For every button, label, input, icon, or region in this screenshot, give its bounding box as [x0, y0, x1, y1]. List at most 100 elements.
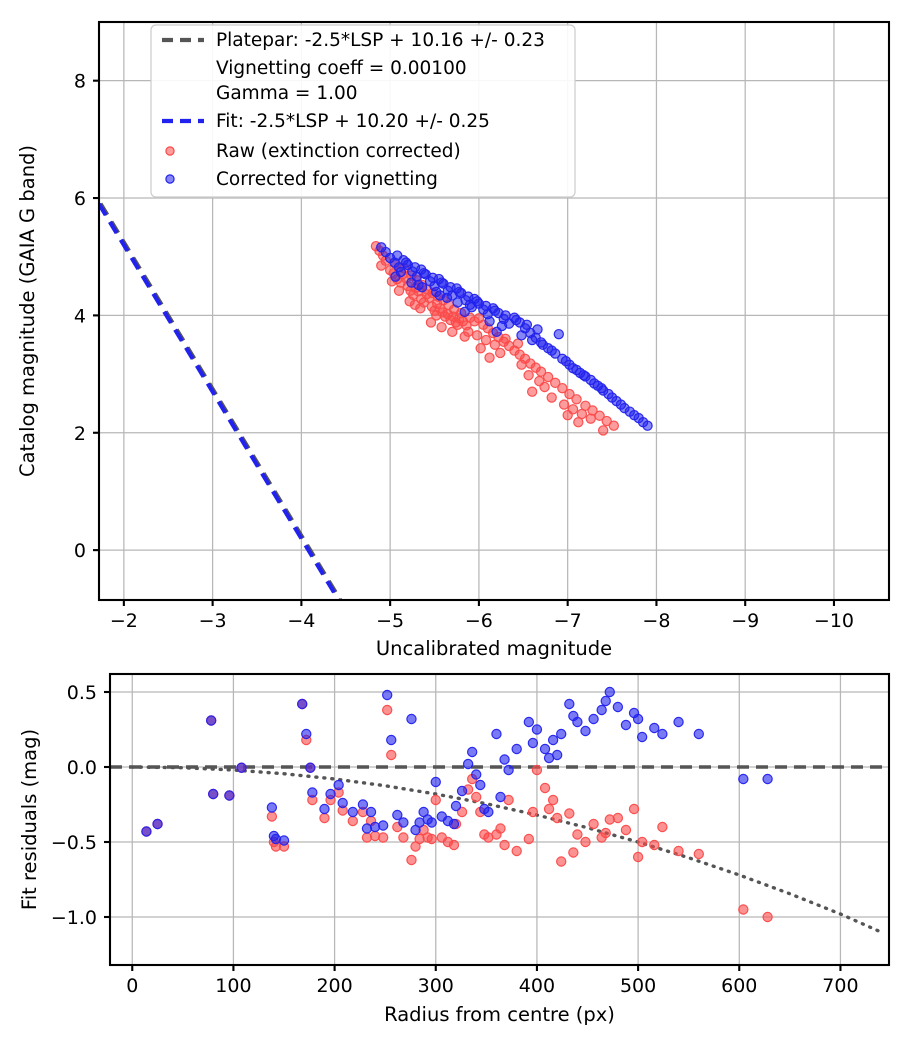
data-point	[588, 818, 599, 830]
legend-entry-label: Corrected for vignetting	[216, 169, 438, 190]
ytick-label-top: 4	[74, 305, 86, 327]
data-point	[556, 728, 567, 740]
data-point	[597, 425, 609, 436]
data-point	[526, 386, 538, 397]
data-point	[636, 731, 648, 743]
axis-ticks-top: −2 −3 −4 −5 −6 −7 −8 −9 −10 0 2 4 6 8	[74, 71, 854, 632]
data-point	[495, 347, 506, 359]
data-point	[539, 782, 551, 794]
data-point	[471, 330, 483, 341]
data-point	[523, 833, 535, 845]
data-point	[532, 324, 543, 335]
fit-residuals-plot: 0 100 200 300 400 500 600 700 0.5 0.0 −0.5 −1.0 Radi…	[18, 672, 891, 1026]
data-point	[580, 725, 591, 737]
xtick-label-top: −5	[376, 610, 404, 632]
xtick-label-top: −10	[814, 610, 854, 632]
data-point	[571, 394, 582, 405]
data-point	[567, 363, 579, 374]
data-point	[425, 317, 437, 328]
legend-entry-label: Gamma = 1.00	[216, 83, 358, 104]
data-layer-bottom	[110, 686, 889, 934]
data-point	[483, 806, 494, 818]
data-point	[484, 352, 495, 363]
data-point	[600, 695, 611, 707]
data-point	[152, 818, 163, 830]
data-point	[523, 716, 535, 728]
data-point	[693, 848, 705, 860]
data-point	[466, 301, 478, 313]
data-point	[319, 812, 330, 824]
data-point	[499, 839, 510, 851]
magnitude-calibration-plot: −2 −3 −4 −5 −6 −7 −8 −9 −10 0 2 4 6 8 Uncalibrated mag…	[16, 20, 891, 660]
xtick-label-bottom: 300	[418, 975, 454, 997]
data-point	[527, 737, 539, 749]
scatter-series-corrected	[376, 242, 653, 431]
data-point	[489, 305, 501, 316]
data-point	[693, 728, 705, 740]
data-point	[495, 823, 506, 834]
xtick-label-bottom: 500	[620, 975, 656, 997]
data-point	[386, 749, 397, 761]
xtick-label-bottom: 200	[316, 975, 352, 997]
data-point	[307, 787, 318, 798]
data-point	[392, 250, 403, 261]
data-point	[601, 415, 612, 427]
data-point	[568, 847, 579, 858]
ytick-label-bottom: −1.0	[51, 907, 97, 929]
data-point	[620, 719, 632, 731]
data-point	[657, 728, 668, 740]
legend-box	[150, 24, 576, 198]
data-point	[603, 388, 614, 400]
data-point	[398, 817, 409, 828]
data-point	[762, 911, 773, 923]
data-point	[448, 818, 460, 830]
data-point	[382, 689, 393, 701]
data-point	[500, 333, 511, 345]
xtick-label-bottom: 100	[215, 975, 251, 997]
data-point	[762, 773, 773, 785]
data-point	[523, 370, 534, 381]
data-point	[347, 815, 359, 827]
data-point	[511, 845, 522, 857]
xaxis-label-top: Uncalibrated magnitude	[376, 637, 612, 660]
data-point	[572, 829, 583, 840]
data-point	[462, 758, 474, 770]
ytick-label-top: 8	[74, 71, 86, 93]
xtick-label-top: −6	[465, 610, 493, 632]
data-point	[410, 824, 421, 836]
data-point	[550, 377, 561, 389]
xtick-label-top: −3	[199, 610, 227, 632]
data-point	[612, 812, 624, 824]
data-point	[409, 262, 421, 273]
data-point	[738, 904, 749, 915]
data-point	[542, 371, 554, 383]
legend-point-marker	[165, 146, 175, 156]
vignetting-model-curve	[130, 765, 883, 934]
data-point	[325, 788, 336, 800]
data-point	[430, 776, 441, 788]
data-point	[503, 764, 514, 776]
data-point	[592, 380, 604, 392]
data-point	[377, 832, 389, 843]
data-point	[386, 734, 397, 746]
data-point	[236, 762, 247, 773]
data-point	[612, 701, 624, 713]
ytick-label-bottom: 0.0	[67, 757, 97, 779]
data-point	[562, 409, 573, 421]
data-point	[357, 799, 369, 810]
axis-ticks-bottom: 0 100 200 300 400 500 600 700 0.5 0.0 −0.5 −1.0	[51, 682, 859, 997]
data-point	[224, 790, 235, 801]
data-point	[365, 806, 377, 818]
data-point	[556, 856, 567, 867]
data-point	[673, 716, 684, 728]
data-point	[475, 343, 486, 354]
data-point	[632, 851, 644, 863]
data-point	[537, 339, 549, 350]
data-point	[319, 803, 330, 815]
data-point	[547, 794, 559, 806]
scatter-series-corrected	[141, 686, 773, 846]
data-point	[546, 392, 557, 403]
data-point	[516, 330, 527, 341]
data-point	[600, 827, 611, 839]
